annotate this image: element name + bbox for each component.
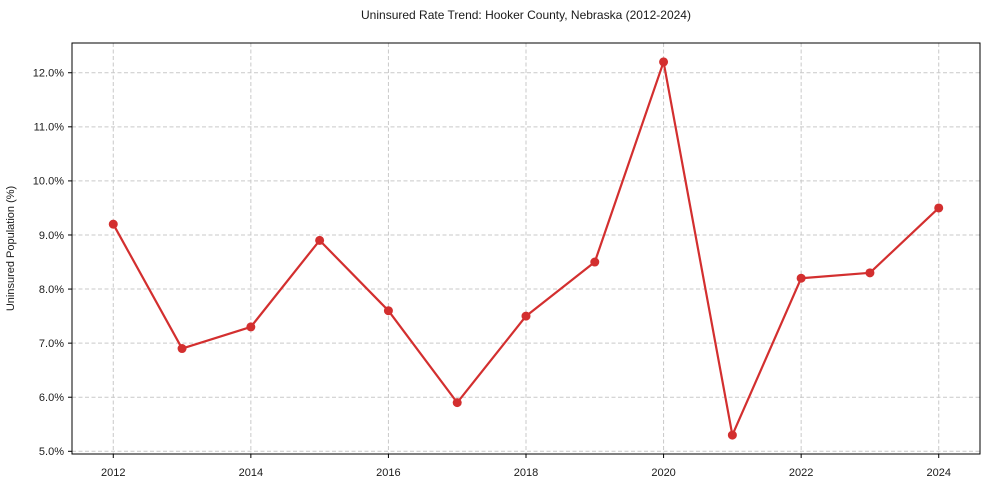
- data-point: [177, 344, 187, 354]
- data-point: [934, 203, 944, 213]
- data-point: [727, 430, 737, 440]
- y-tick-label: 5.0%: [39, 446, 64, 458]
- x-tick-label: 2018: [514, 467, 538, 479]
- x-tick-label: 2022: [789, 467, 813, 479]
- x-tick-label: 2024: [926, 467, 950, 479]
- data-point: [246, 322, 256, 332]
- x-tick-label: 2012: [101, 467, 125, 479]
- data-point: [383, 306, 393, 316]
- y-tick-label: 10.0%: [33, 176, 64, 188]
- x-tick-label: 2016: [376, 467, 400, 479]
- chart-title: Uninsured Rate Trend: Hooker County, Neb…: [361, 8, 691, 22]
- y-tick-label: 11.0%: [34, 122, 65, 134]
- y-tick-label: 12.0%: [33, 68, 64, 80]
- y-tick-label: 7.0%: [39, 338, 64, 350]
- data-point: [108, 219, 118, 229]
- grid: [72, 43, 980, 454]
- data-point: [521, 311, 531, 321]
- y-tick-label: 8.0%: [39, 284, 64, 296]
- data-point: [659, 57, 669, 67]
- data-point: [796, 273, 806, 283]
- data-point: [865, 268, 875, 278]
- y-axis-label: Uninsured Population (%): [5, 186, 17, 311]
- x-tick-label: 2014: [239, 467, 263, 479]
- x-tick-label: 2020: [651, 467, 675, 479]
- data-point: [315, 235, 325, 245]
- data-point: [452, 398, 462, 408]
- data-point: [590, 257, 600, 267]
- y-tick-label: 6.0%: [39, 392, 64, 404]
- axes: 2012 2014 2016 2018 2020 2022 2024 5.0% 6.0% 7.0%…: [33, 68, 951, 479]
- y-tick-label: 9.0%: [39, 230, 64, 242]
